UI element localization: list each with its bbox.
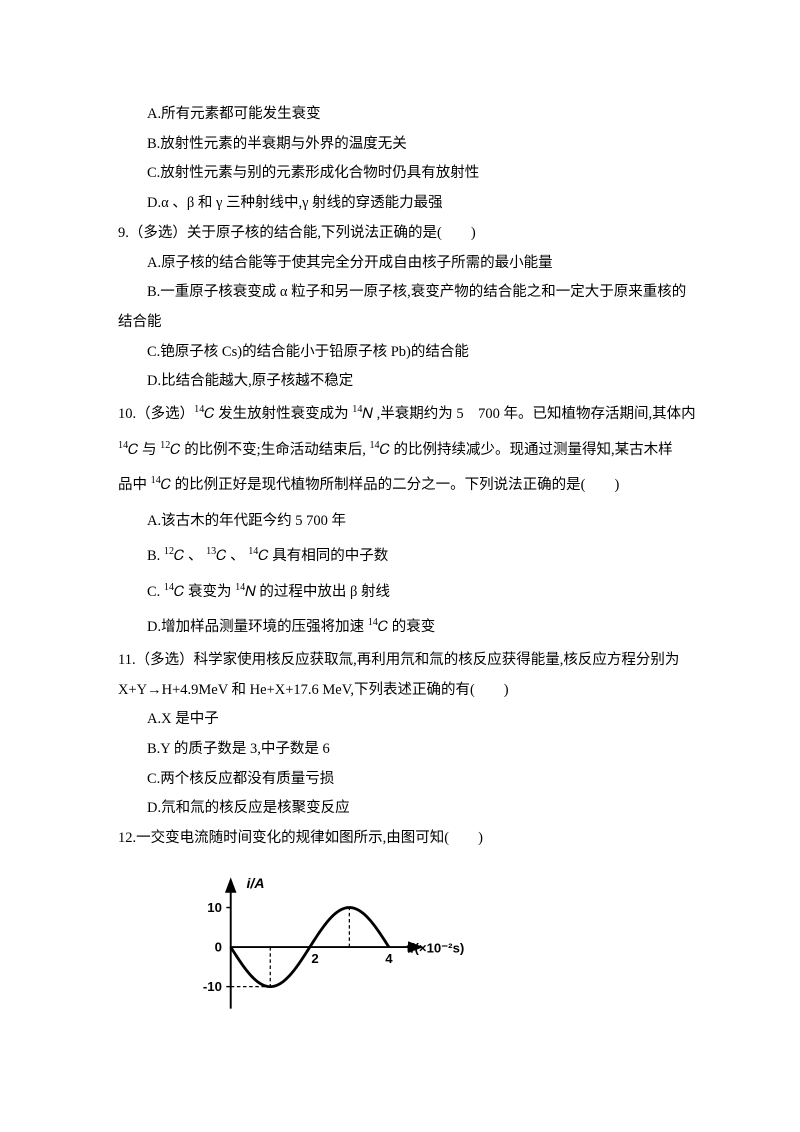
q12-stem: 12.一交变电流随时间变化的规律如图所示,由图可知( ) — [118, 824, 704, 854]
q10-option-d: D.增加样品测量环境的压强将加速 14𝐶 的衰变 — [118, 610, 704, 646]
q9-option-c: C.铯原子核 Cs)的结合能小于铅原子核 Pb)的结合能 — [118, 338, 704, 368]
svg-text:i/A: i/A — [247, 875, 265, 891]
q11-option-d: D.氘和氚的核反应是核聚变反应 — [118, 794, 704, 824]
t: B. — [147, 548, 164, 564]
q9-option-d: D.比结合能越大,原子核越不稳定 — [118, 367, 704, 397]
t: D.增加样品测量环境的压强将加速 — [147, 619, 368, 635]
q8-option-b: B.放射性元素的半衰期与外界的温度无关 — [118, 130, 704, 160]
t: 具有相同的中子数 — [269, 548, 389, 564]
q9-option-a: A.原子核的结合能等于使其完全分开成自由核子所需的最小能量 — [118, 249, 704, 279]
iso-sup: 13 — [206, 546, 216, 557]
iso-sym: 𝐶 — [380, 442, 390, 458]
t: C. — [147, 584, 164, 600]
q11-option-a: A.X 是中子 — [118, 705, 704, 735]
q11-stem-line1: 11.（多选）科学家使用核反应获取氚,再利用氘和氚的核反应获得能量,核反应方程分… — [118, 646, 704, 676]
iso-sym: 𝐶 — [174, 584, 184, 600]
q8-option-d: D.α 、β 和 γ 三种射线中,γ 射线的穿透能力最强 — [118, 189, 704, 219]
t: 、 — [226, 548, 248, 564]
iso-sup: 14 — [194, 404, 204, 415]
iso-sym: 𝐶 — [204, 406, 214, 422]
q10-option-a: A.该古木的年代距今约 5 700 年 — [118, 504, 704, 540]
iso-sym: 𝐶 — [128, 442, 138, 458]
t: 的比例不变;生命活动结束后, — [181, 442, 370, 458]
iso-sym: 𝐶 — [216, 548, 226, 564]
q9-option-b-part1: B.一重原子核衰变成 α 粒子和另一原子核,衰变产物的结合能之和一定大于原来重核… — [118, 278, 704, 308]
iso-sup: 14 — [118, 440, 128, 451]
q11-option-b: B.Y 的质子数是 3,中子数是 6 — [118, 735, 704, 765]
q9-stem: 9.（多选）关于原子核的结合能,下列说法正确的是( ) — [118, 219, 704, 249]
t: 与 — [138, 442, 160, 458]
iso-sup: 12 — [160, 440, 170, 451]
t: 的比例持续减少。现通过测量得知,某古木样 — [390, 442, 673, 458]
iso-sym: 𝑁 — [362, 406, 373, 422]
ac-current-chart: 10 0 -10 2 4 i/A t/(×10⁻²s) — [178, 868, 468, 1026]
svg-text:t/(×10⁻²s): t/(×10⁻²s) — [406, 940, 464, 955]
iso-sup: 14 — [235, 582, 245, 593]
iso-sym: 𝐶 — [174, 548, 184, 564]
q10-option-b: B. 12𝐶 、 13𝐶 、 14𝐶 具有相同的中子数 — [118, 539, 704, 575]
t: 的衰变 — [388, 619, 435, 635]
iso-sup: 14 — [164, 582, 174, 593]
svg-text:4: 4 — [385, 951, 393, 966]
t: 的过程中放出 β 射线 — [256, 584, 390, 600]
iso-sym: 𝐶 — [258, 548, 268, 564]
iso-sup: 14 — [368, 617, 378, 628]
iso-sym: 𝐶 — [378, 619, 388, 635]
svg-text:2: 2 — [311, 951, 318, 966]
q11-stem-line2: X+Y→H+4.9MeV 和 He+X+17.6 MeV,下列表述正确的有( ) — [118, 676, 704, 706]
q10-stem-post: ,半衰期约为 5 700 年。已知植物存活期间,其体内 — [373, 406, 696, 422]
q10-stem-mid: 发生放射性衰变成为 — [215, 406, 353, 422]
q10-stem-line1: 10.（多选）14𝐶 发生放射性衰变成为 14𝑁 ,半衰期约为 5 700 年。… — [118, 397, 704, 433]
iso-sym: 𝑁 — [245, 584, 256, 600]
iso-sym: 𝐶 — [170, 442, 180, 458]
svg-text:-10: -10 — [203, 979, 222, 994]
svg-text:10: 10 — [207, 900, 222, 915]
q8-option-c: C.放射性元素与别的元素形成化合物时仍具有放射性 — [118, 159, 704, 189]
iso-sym: 𝐶 — [161, 477, 171, 493]
iso-sup: 14 — [151, 475, 161, 486]
q8-option-a: A.所有元素都可能发生衰变 — [118, 100, 704, 130]
t: 的比例正好是现代植物所制样品的二分之一。下列说法正确的是( ) — [171, 477, 619, 493]
t: 品中 — [118, 477, 151, 493]
exam-page: A.所有元素都可能发生衰变 B.放射性元素的半衰期与外界的温度无关 C.放射性元… — [0, 0, 800, 1132]
q10-stem-line2: 14𝐶 与 12𝐶 的比例不变;生命活动结束后, 14𝐶 的比例持续减少。现通过… — [118, 433, 704, 469]
iso-sup: 14 — [352, 404, 362, 415]
iso-sup: 14 — [248, 546, 258, 557]
t: 衰变为 — [184, 584, 235, 600]
q12-figure: 10 0 -10 2 4 i/A t/(×10⁻²s) — [178, 868, 468, 1026]
q11-option-c: C.两个核反应都没有质量亏损 — [118, 765, 704, 795]
svg-text:0: 0 — [215, 939, 222, 954]
t: 、 — [184, 548, 206, 564]
iso-sup: 12 — [164, 546, 174, 557]
q10-stem-pre: 10.（多选） — [118, 406, 194, 422]
iso-sup: 14 — [369, 440, 379, 451]
q10-stem-line3: 品中 14𝐶 的比例正好是现代植物所制样品的二分之一。下列说法正确的是( ) — [118, 468, 704, 504]
q9-option-b-part2: 结合能 — [118, 308, 704, 338]
q10-option-c: C. 14𝐶 衰变为 14𝑁 的过程中放出 β 射线 — [118, 575, 704, 611]
